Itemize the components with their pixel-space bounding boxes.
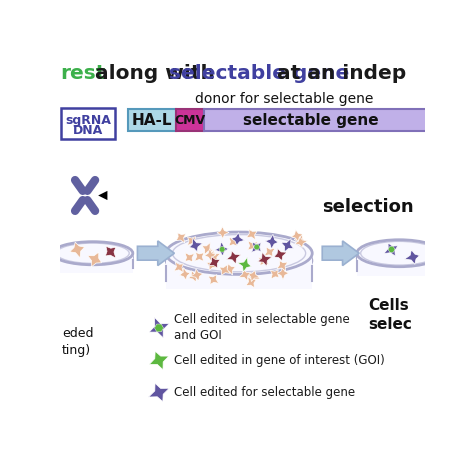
Ellipse shape xyxy=(53,246,133,269)
Polygon shape xyxy=(251,242,261,252)
FancyBboxPatch shape xyxy=(357,253,442,276)
Text: selectable gene: selectable gene xyxy=(243,112,379,128)
Ellipse shape xyxy=(53,242,133,265)
FancyBboxPatch shape xyxy=(166,253,312,289)
Polygon shape xyxy=(294,234,306,246)
Polygon shape xyxy=(322,241,359,265)
Polygon shape xyxy=(206,259,218,271)
FancyBboxPatch shape xyxy=(61,109,115,139)
Polygon shape xyxy=(187,237,196,246)
Polygon shape xyxy=(149,351,169,370)
Text: rest: rest xyxy=(61,64,106,83)
Polygon shape xyxy=(247,241,258,251)
Polygon shape xyxy=(217,227,229,239)
Polygon shape xyxy=(276,267,289,280)
Polygon shape xyxy=(88,252,101,267)
Polygon shape xyxy=(239,269,251,281)
Polygon shape xyxy=(384,243,398,256)
Polygon shape xyxy=(277,261,288,271)
Text: selection: selection xyxy=(322,198,414,216)
Text: HA-L: HA-L xyxy=(132,112,173,128)
Polygon shape xyxy=(189,271,200,282)
Ellipse shape xyxy=(357,240,442,267)
Ellipse shape xyxy=(166,232,312,274)
Text: DNA: DNA xyxy=(73,124,103,137)
Polygon shape xyxy=(254,245,260,250)
Polygon shape xyxy=(174,262,183,273)
Polygon shape xyxy=(148,383,169,401)
Text: Cell edited in gene of interest (GOI): Cell edited in gene of interest (GOI) xyxy=(174,354,385,367)
Polygon shape xyxy=(194,252,204,261)
Polygon shape xyxy=(98,191,108,200)
Polygon shape xyxy=(292,230,303,242)
Polygon shape xyxy=(246,229,257,240)
Polygon shape xyxy=(219,264,230,275)
Polygon shape xyxy=(176,233,186,243)
Polygon shape xyxy=(204,248,216,261)
Polygon shape xyxy=(191,269,203,281)
Polygon shape xyxy=(264,247,275,256)
Polygon shape xyxy=(224,264,236,275)
Polygon shape xyxy=(257,252,272,266)
FancyBboxPatch shape xyxy=(204,109,429,131)
Polygon shape xyxy=(404,250,419,264)
FancyBboxPatch shape xyxy=(176,109,204,131)
Polygon shape xyxy=(207,249,219,262)
Polygon shape xyxy=(229,237,237,246)
Polygon shape xyxy=(209,256,220,268)
FancyBboxPatch shape xyxy=(53,253,133,273)
Polygon shape xyxy=(388,246,395,252)
Polygon shape xyxy=(219,246,225,252)
Polygon shape xyxy=(149,318,169,338)
Text: Cell edited for selectable gene: Cell edited for selectable gene xyxy=(174,386,356,399)
Text: donor for selectable gene: donor for selectable gene xyxy=(195,92,374,106)
Polygon shape xyxy=(202,243,213,255)
Polygon shape xyxy=(274,248,287,261)
Text: eded
ting): eded ting) xyxy=(62,327,93,357)
Polygon shape xyxy=(258,256,269,266)
Polygon shape xyxy=(246,276,256,288)
Ellipse shape xyxy=(166,239,312,282)
Polygon shape xyxy=(209,251,220,263)
Polygon shape xyxy=(215,242,228,256)
FancyBboxPatch shape xyxy=(128,109,176,131)
Polygon shape xyxy=(265,234,278,249)
Text: at an indep: at an indep xyxy=(271,64,407,83)
Text: sgRNA: sgRNA xyxy=(65,114,111,128)
Ellipse shape xyxy=(357,245,442,272)
Polygon shape xyxy=(137,241,174,265)
Text: along with: along with xyxy=(88,64,221,83)
Polygon shape xyxy=(295,237,308,247)
Polygon shape xyxy=(208,274,219,285)
Polygon shape xyxy=(185,253,194,262)
Polygon shape xyxy=(227,251,241,264)
Text: Cells
selec: Cells selec xyxy=(368,298,412,332)
Polygon shape xyxy=(155,324,164,332)
Polygon shape xyxy=(189,238,203,252)
Polygon shape xyxy=(237,257,252,272)
Polygon shape xyxy=(179,267,190,280)
Text: CMV: CMV xyxy=(174,113,205,127)
Polygon shape xyxy=(247,271,260,282)
Polygon shape xyxy=(70,242,85,258)
Polygon shape xyxy=(281,238,293,252)
Polygon shape xyxy=(271,270,279,279)
Polygon shape xyxy=(105,246,116,258)
Polygon shape xyxy=(248,272,261,283)
Polygon shape xyxy=(231,233,245,246)
Text: Cell edited in selectable gene
and GOI: Cell edited in selectable gene and GOI xyxy=(174,313,350,342)
Text: selectable gene: selectable gene xyxy=(169,64,349,83)
